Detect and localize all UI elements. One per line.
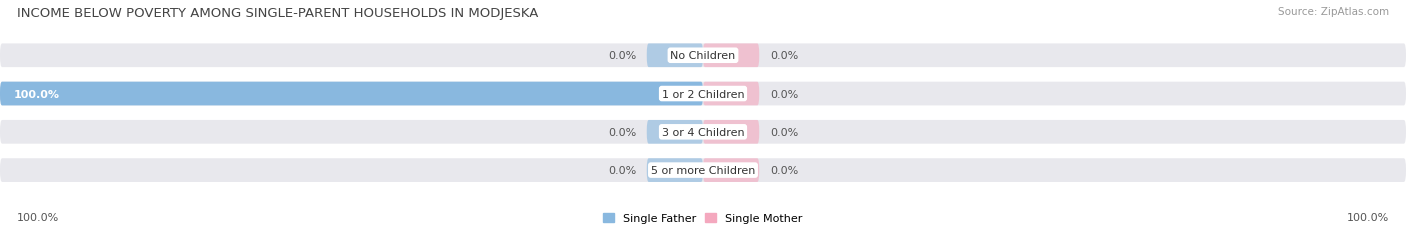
FancyBboxPatch shape — [703, 158, 759, 182]
FancyBboxPatch shape — [0, 120, 1406, 144]
FancyBboxPatch shape — [703, 120, 759, 144]
Text: 100.0%: 100.0% — [17, 212, 59, 222]
FancyBboxPatch shape — [647, 158, 703, 182]
Text: 0.0%: 0.0% — [770, 165, 799, 175]
Text: 0.0%: 0.0% — [770, 51, 799, 61]
Text: 100.0%: 100.0% — [1347, 212, 1389, 222]
FancyBboxPatch shape — [0, 158, 1406, 182]
Legend: Single Father, Single Mother: Single Father, Single Mother — [603, 213, 803, 223]
Text: INCOME BELOW POVERTY AMONG SINGLE-PARENT HOUSEHOLDS IN MODJESKA: INCOME BELOW POVERTY AMONG SINGLE-PARENT… — [17, 7, 538, 20]
FancyBboxPatch shape — [703, 44, 759, 68]
Text: 0.0%: 0.0% — [770, 127, 799, 137]
Text: 0.0%: 0.0% — [607, 127, 637, 137]
FancyBboxPatch shape — [0, 82, 1406, 106]
Text: 0.0%: 0.0% — [770, 89, 799, 99]
FancyBboxPatch shape — [647, 44, 703, 68]
FancyBboxPatch shape — [0, 82, 703, 106]
FancyBboxPatch shape — [647, 120, 703, 144]
Text: 100.0%: 100.0% — [14, 89, 60, 99]
Text: 1 or 2 Children: 1 or 2 Children — [662, 89, 744, 99]
Text: Source: ZipAtlas.com: Source: ZipAtlas.com — [1278, 7, 1389, 17]
Text: 0.0%: 0.0% — [607, 51, 637, 61]
Text: No Children: No Children — [671, 51, 735, 61]
Text: 0.0%: 0.0% — [607, 165, 637, 175]
FancyBboxPatch shape — [703, 82, 759, 106]
Text: 3 or 4 Children: 3 or 4 Children — [662, 127, 744, 137]
FancyBboxPatch shape — [0, 44, 1406, 68]
Text: 5 or more Children: 5 or more Children — [651, 165, 755, 175]
